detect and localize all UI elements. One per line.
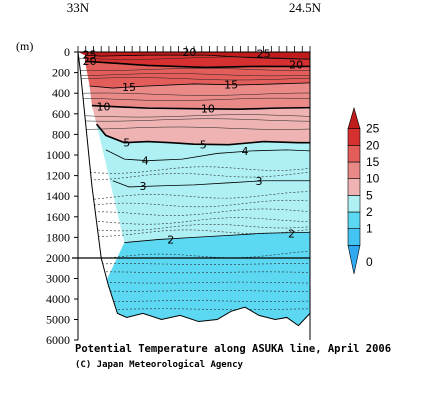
y-tick-label: 1200 — [46, 169, 70, 183]
fine-contour — [78, 166, 310, 174]
warm-contour — [78, 126, 310, 130]
x-label-left: 33N — [67, 0, 90, 15]
contour-label: 5 — [123, 137, 130, 150]
y-tick-label: 4000 — [46, 292, 70, 306]
fine-contour — [78, 300, 310, 302]
warm-contour — [78, 77, 310, 81]
colorbar-tick-label: 25 — [366, 122, 380, 136]
colorbar-segment — [347, 145, 361, 163]
fine-contour — [78, 251, 310, 259]
contour-label: 15 — [122, 81, 136, 94]
band-10-15 — [89, 82, 310, 110]
colorbar-tick-label: 10 — [366, 172, 380, 186]
isotherm-4 — [105, 149, 310, 162]
y-tick-label: 600 — [52, 107, 70, 121]
colorbar-tick-label: 2 — [366, 205, 373, 219]
band-5-10 — [91, 105, 310, 145]
contour-label: 2 — [167, 233, 174, 246]
y-tick-label: 1400 — [46, 189, 70, 203]
y-tick-label: 0 — [64, 45, 70, 59]
y-tick-label: 1800 — [46, 230, 70, 244]
fine-contour — [78, 208, 310, 216]
isotherm-3 — [112, 180, 310, 188]
warm-contour — [78, 56, 310, 60]
contour-label: 15 — [224, 78, 238, 91]
warm-contour — [78, 92, 310, 96]
contour-label: 3 — [139, 180, 146, 193]
isotherm-2 — [124, 231, 310, 243]
warm-contour — [78, 73, 310, 77]
colorbar-segment — [347, 178, 361, 196]
y-tick-label: 400 — [52, 86, 70, 100]
contour-label: 4 — [242, 145, 249, 158]
chart-title: Potential Temperature along ASUKA line, … — [75, 343, 391, 355]
y-tick-label: 1000 — [46, 148, 70, 162]
isotherm-15 — [89, 82, 310, 89]
fine-contour — [78, 263, 310, 265]
y-tick-label: 1600 — [46, 210, 70, 224]
band-below-2 — [78, 232, 310, 326]
fine-contour — [78, 289, 310, 292]
isotherm-10 — [91, 104, 310, 110]
warm-contour — [78, 114, 310, 118]
fine-contour — [78, 281, 310, 284]
contour-label: 10 — [97, 101, 111, 114]
isotherm-20 — [84, 60, 310, 69]
contour-label: 3 — [255, 175, 262, 188]
band-2-5 — [96, 124, 310, 243]
colorbar-tick-label: 15 — [366, 155, 380, 169]
y-tick-label: 3000 — [46, 272, 70, 286]
ocean-field — [78, 52, 310, 326]
colorbar-tick-label: 5 — [366, 188, 373, 202]
colorbar-segment — [347, 195, 361, 213]
colorbar-tick-label: 0 — [366, 255, 373, 269]
warm-contour — [78, 68, 310, 71]
colorbar-segment — [347, 245, 361, 275]
y-tick-label: 6000 — [46, 333, 70, 347]
x-label-right: 24.5N — [289, 0, 322, 15]
contour-label: 25 — [257, 48, 271, 61]
y-tick-label: 200 — [52, 66, 70, 80]
fine-contour — [78, 224, 310, 232]
contour-label: 20 — [83, 55, 97, 68]
contour-label: 10 — [201, 103, 215, 116]
isotherm-25 — [84, 54, 310, 60]
y-axis-unit-label: (m) — [16, 39, 33, 53]
contour-label: 2 — [288, 227, 295, 240]
band-15-20 — [84, 61, 310, 89]
fine-contour — [78, 171, 310, 181]
fine-contour — [78, 199, 310, 208]
fine-contour — [78, 271, 310, 274]
isotherm-5 — [95, 123, 310, 146]
contour-label: 20 — [289, 58, 303, 71]
y-tick-label: 800 — [52, 127, 70, 141]
y-tick-label: 5000 — [46, 313, 70, 327]
colorbar-segment — [347, 128, 361, 146]
fine-contour — [78, 191, 310, 201]
colorbar-tick-label: 1 — [366, 222, 373, 236]
colorbar-segment — [347, 211, 361, 229]
colorbar-segment — [347, 228, 361, 246]
colorbar-tick-label: 20 — [366, 138, 380, 152]
warm-contour — [78, 97, 310, 101]
fine-contour — [78, 217, 310, 225]
warm-contour — [78, 118, 310, 122]
y-tick-label: 2000 — [46, 251, 70, 265]
chart-credit: (C) Japan Meteorological Agency — [75, 359, 244, 370]
axes: 0 200 400 600 800 1000 1200 1400 1600 1800 2000 300… — [46, 45, 311, 347]
colorbar-segment — [347, 106, 361, 129]
contour-label: 5 — [200, 139, 207, 152]
fine-contour — [78, 308, 310, 311]
colorbar-segment — [347, 161, 361, 179]
contour-label: 4 — [142, 155, 149, 168]
